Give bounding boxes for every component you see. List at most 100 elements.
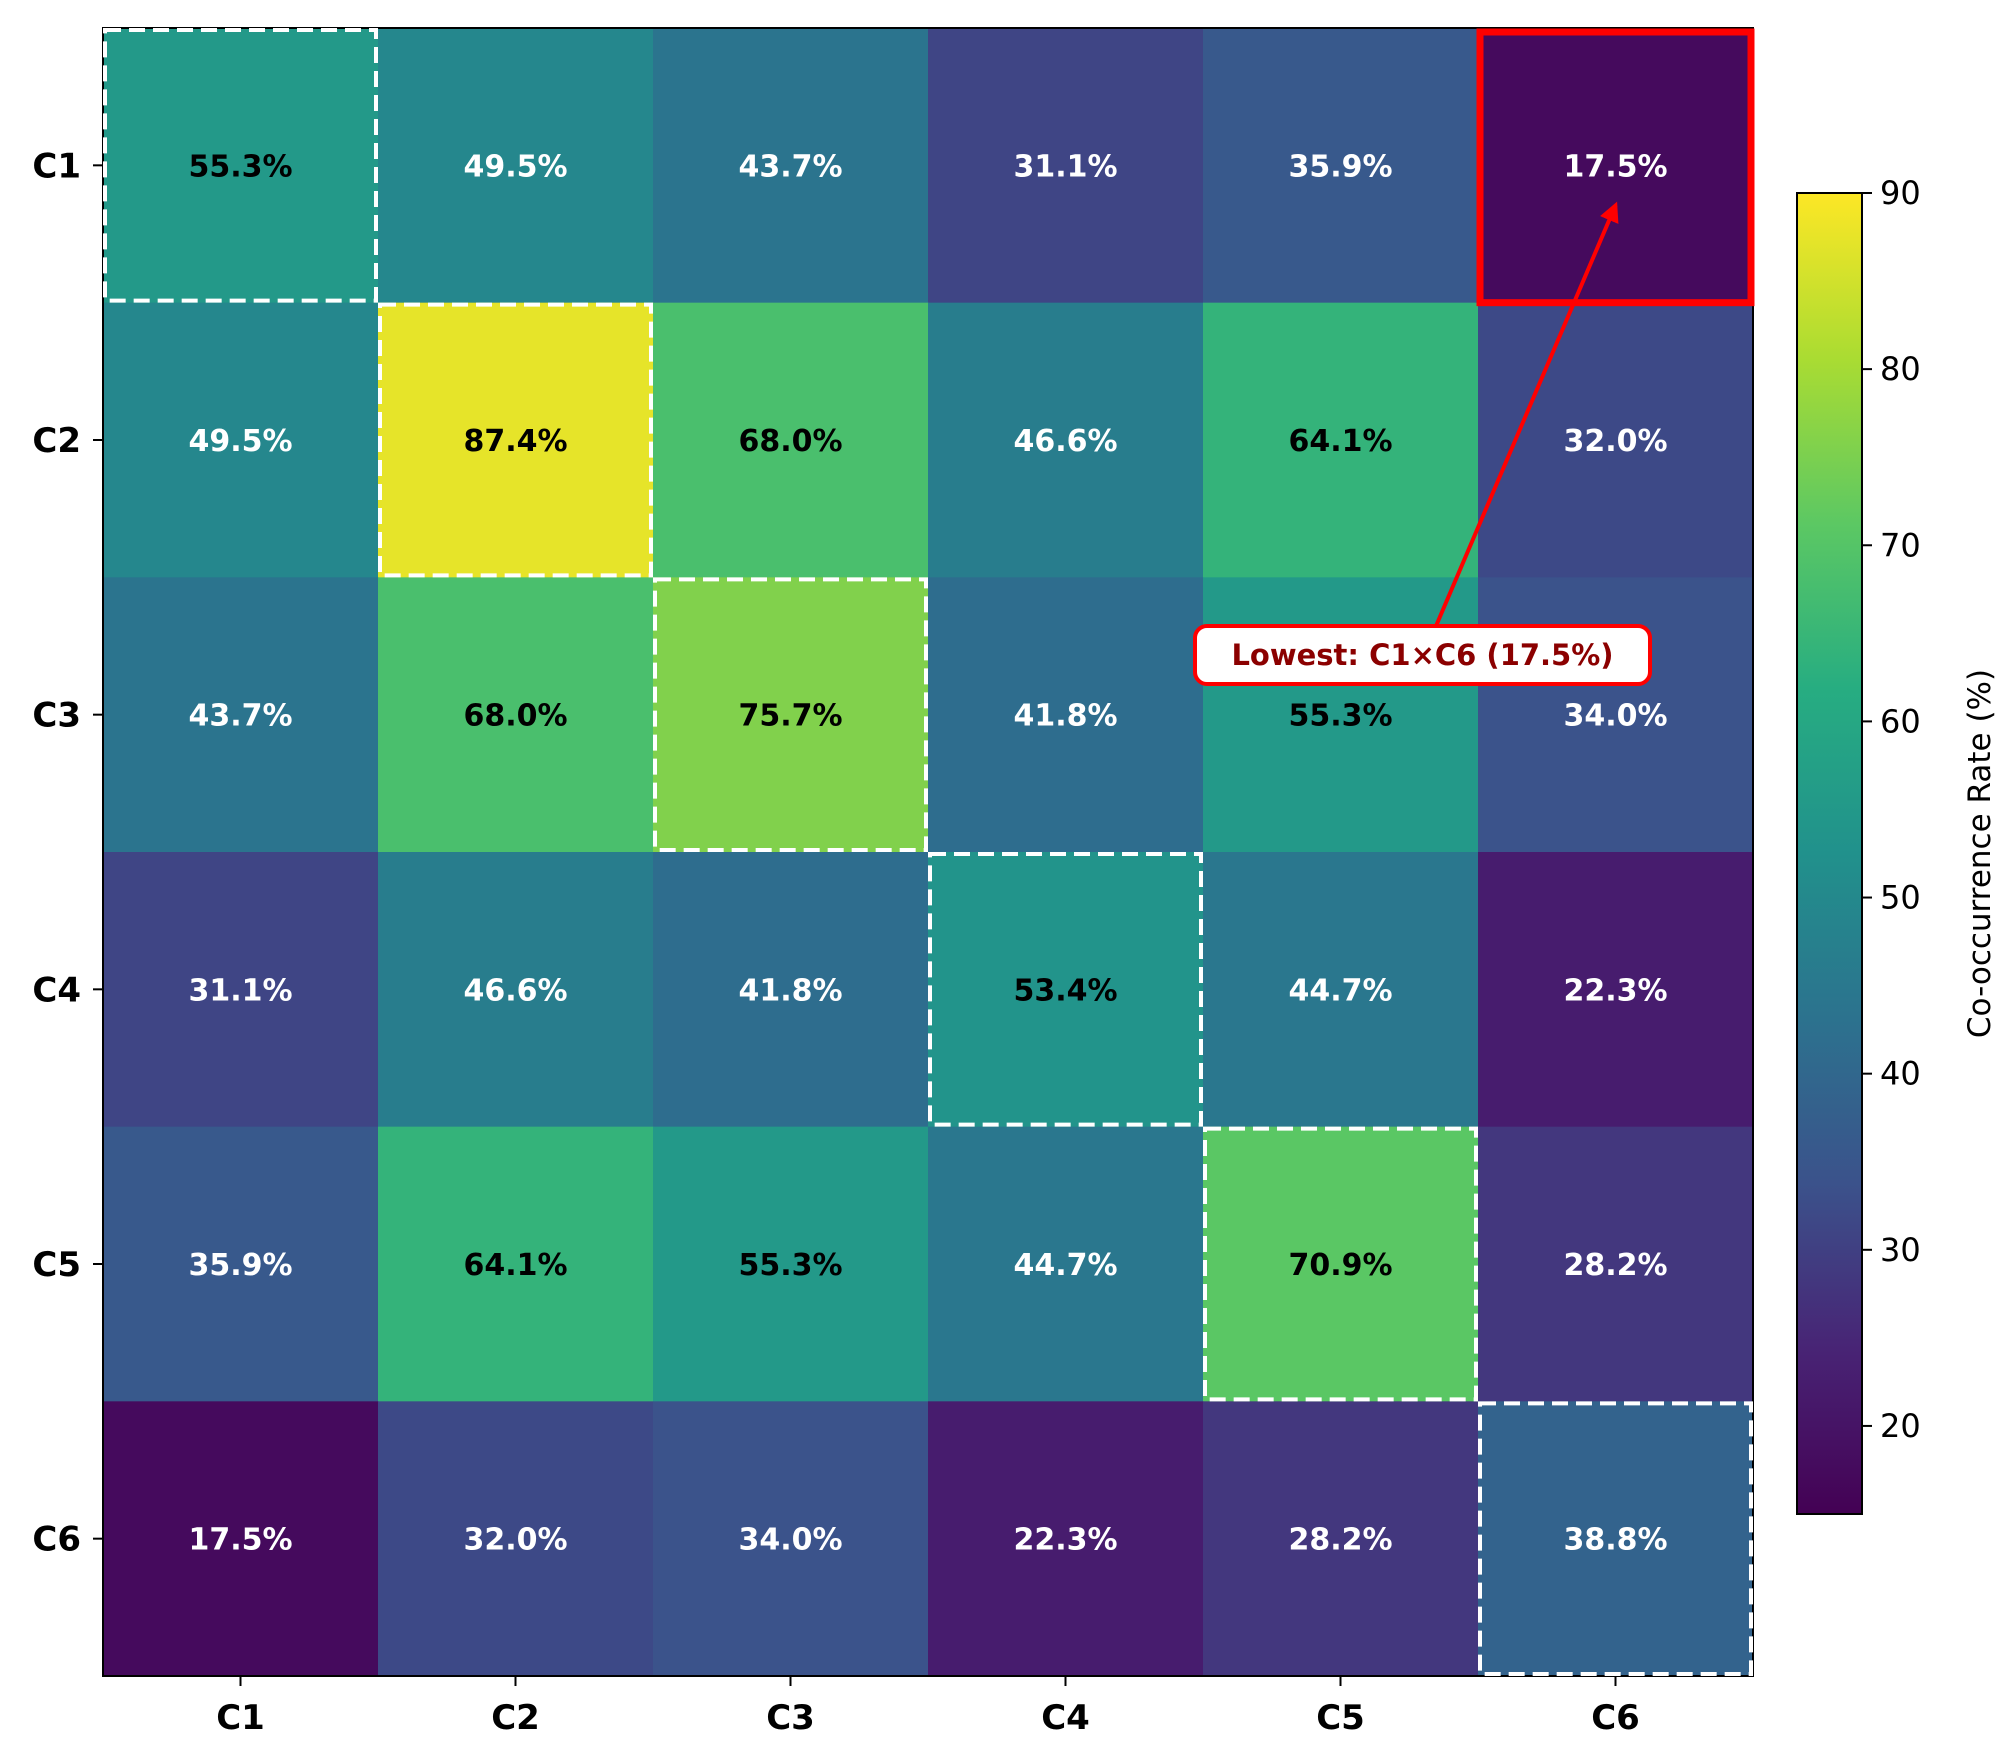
annotation-arrow [1434,201,1619,627]
cell-value-label-r4-c1: 31.1% [188,973,292,1008]
heatmap-cell-r6-c2 [378,1401,654,1677]
cell-value-label-r1-c6: 17.5% [1563,149,1667,184]
cell-value-label-r5-c5: 70.9% [1288,1248,1392,1283]
heatmap-cell-r1-c4 [928,28,1204,304]
cell-value-label-r2-c2: 87.4% [463,424,567,459]
cell-value-label-r1-c4: 31.1% [1013,149,1117,184]
heatmap-cell-r4-c1 [103,852,379,1128]
diagonal-outline-5 [1203,1126,1478,1402]
colorbar-title: Co-occurrence Rate (%) [1962,669,1998,1038]
heatmap-cell-r3-c6 [1478,577,1754,853]
y-tick-label-2: C2 [32,421,81,461]
heatmap-cell-r3-c1 [103,577,379,853]
annotation-text: Lowest: C1×C6 (17.5%) [1231,638,1613,672]
heatmap-cell-r5-c2 [378,1126,654,1402]
cell-value-label-r1-c1: 55.3% [188,149,292,184]
heatmap-cell-r2-c3 [653,302,929,578]
heatmap-cell-r2-c6 [1478,302,1754,578]
heatmap-cell-r1-c3 [653,28,929,304]
heatmap-cell-r6-c5 [1203,1401,1479,1677]
cell-value-label-r2-c1: 49.5% [188,424,292,459]
heatmap-cell-r2-c4 [928,302,1204,578]
cell-value-label-r4-c5: 44.7% [1288,973,1392,1008]
heatmap-cell-r3-c3 [653,577,929,853]
colorbar-tick-label-2: 30 [1880,1231,1921,1269]
cell-value-label-r5-c3: 55.3% [738,1248,842,1283]
heatmap-cell-r6-c6 [1478,1401,1754,1677]
y-tick-label-4: C4 [32,970,81,1010]
diagonal-outline-1 [103,28,378,303]
cell-value-label-r6-c5: 28.2% [1288,1523,1392,1558]
y-tick-label-3: C3 [32,696,81,736]
heatmap-cell-r4-c2 [378,852,654,1128]
heatmap-cell-r1-c5 [1203,28,1479,304]
colorbar-tick-label-1: 20 [1880,1407,1921,1445]
heatmap-cell-r2-c2 [378,302,654,578]
heatmap-cell-r3-c4 [928,577,1204,853]
heatmap-cell-r6-c4 [928,1401,1204,1677]
cell-value-label-r6-c2: 32.0% [463,1523,567,1558]
x-tick-label-4: C4 [1041,1698,1090,1738]
y-tick-label-1: C1 [32,146,81,186]
diagonal-outline-2 [378,302,653,578]
cell-value-label-r5-c6: 28.2% [1563,1248,1667,1283]
cell-value-label-r6-c6: 38.8% [1563,1523,1667,1558]
heatmap-cell-r2-c5 [1203,302,1479,578]
cell-value-label-r2-c4: 46.6% [1013,424,1117,459]
heatmap-cell-r4-c4 [928,852,1204,1128]
cell-value-label-r5-c2: 64.1% [463,1248,567,1283]
cell-value-label-r1-c5: 35.9% [1288,149,1392,184]
cell-value-label-r3-c5: 55.3% [1288,699,1392,734]
y-tick-label-5: C5 [32,1245,81,1285]
cell-value-label-r2-c5: 64.1% [1288,424,1392,459]
x-tick-label-1: C1 [216,1698,265,1738]
y-tick-label-6: C6 [32,1520,81,1560]
x-tick-label-3: C3 [766,1698,815,1738]
x-tick-label-5: C5 [1316,1698,1365,1738]
cell-value-label-r4-c2: 46.6% [463,973,567,1008]
heatmap-cell-r6-c3 [653,1401,929,1677]
highlight-box [1476,28,1755,307]
colorbar-tick-label-6: 70 [1880,526,1921,564]
heatmap-cell-r1-c6 [1478,28,1754,304]
heatmap-cell-r5-c3 [653,1126,929,1402]
heatmap-cell-r5-c5 [1203,1126,1479,1402]
colorbar-gradient [1796,192,1863,1515]
x-tick-label-2: C2 [491,1698,540,1738]
cell-value-label-r2-c3: 68.0% [738,424,842,459]
cell-value-label-r3-c2: 68.0% [463,699,567,734]
cell-value-label-r6-c4: 22.3% [1013,1523,1117,1558]
cell-value-label-r5-c1: 35.9% [188,1248,292,1283]
heatmap-cell-r5-c4 [928,1126,1204,1402]
lowest-annotation: Lowest: C1×C6 (17.5%) [1193,201,1652,686]
cell-value-label-r5-c4: 44.7% [1013,1248,1117,1283]
annotation-box [1193,624,1652,686]
colorbar-tick-label-7: 80 [1880,350,1921,388]
heatmap-cell-r3-c5 [1203,577,1479,853]
axis-ticks: C1 C2 C3 C4 C5 C6 C1 C2 C3 C4 C5 C6 [32,146,1639,1738]
colorbar-tick-label-5: 60 [1880,702,1921,740]
heatmap-cell-r2-c1 [103,302,379,578]
heatmap-cell-r4-c3 [653,852,929,1128]
heatmap-cells: 55.3% 49.5% 43.7% 31.1% 35.9% 17.5% 49.5% 87.4%… [103,28,1754,1677]
cell-value-label-r3-c1: 43.7% [188,699,292,734]
heatmap-cell-r1-c1 [103,28,379,304]
diagonal-outline-3 [653,577,928,852]
diagonal-outline-6 [1478,1401,1753,1677]
plot-frame [102,27,1754,1677]
colorbar-tick-label-8: 90 [1880,174,1921,212]
colorbar-tick-label-4: 50 [1880,879,1921,917]
lowest-cell-highlight [1476,28,1755,307]
diagonal-highlights [103,28,1753,1677]
cell-value-label-r1-c2: 49.5% [463,149,567,184]
heatmap-cell-r5-c6 [1478,1126,1754,1402]
cell-value-label-r4-c4: 53.4% [1013,973,1117,1008]
heatmap-cell-r4-c5 [1203,852,1479,1128]
heatmap-cell-r6-c1 [103,1401,379,1677]
cell-value-label-r2-c6: 32.0% [1563,424,1667,459]
colorbar: 20 30 40 50 60 70 80 90 Co-occurrence Rate (%) [1796,174,1998,1515]
cell-value-label-r1-c3: 43.7% [738,149,842,184]
heatmap-cell-r3-c2 [378,577,654,853]
colorbar-tick-label-3: 40 [1880,1055,1921,1093]
